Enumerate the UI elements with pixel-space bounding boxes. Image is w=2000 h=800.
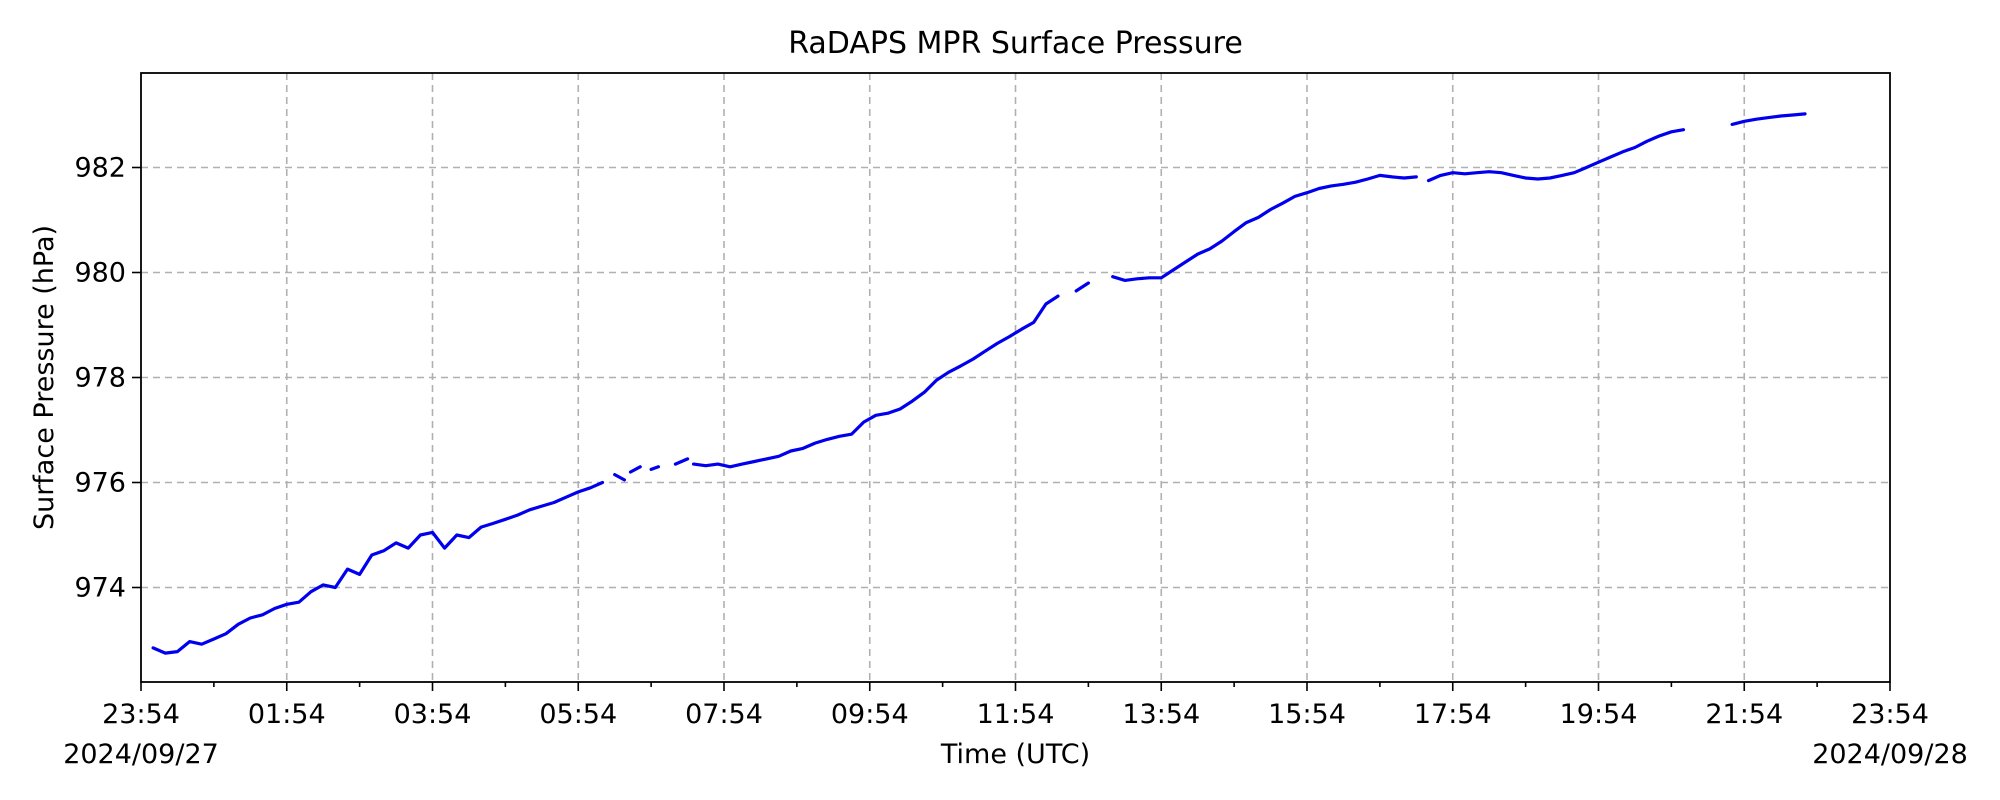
x-tick-label: 07:54 — [685, 699, 763, 730]
x-tick-label: 11:54 — [977, 699, 1055, 730]
series-line-segment — [673, 457, 690, 466]
y-tick-label: 974 — [74, 573, 126, 604]
series-line-segment — [1426, 128, 1686, 183]
x-tick-label: 13:54 — [1122, 699, 1200, 730]
tick-layer — [132, 166, 1891, 691]
x-tick-label: 23:54 — [1851, 699, 1929, 730]
series-line-segment — [1074, 281, 1090, 293]
grid-layer — [141, 73, 1890, 682]
y-tick-label: 976 — [74, 468, 126, 499]
chart-title: RaDAPS MPR Surface Pressure — [788, 26, 1243, 61]
series-line-segment — [649, 465, 660, 471]
x-tick-label: 15:54 — [1268, 699, 1346, 730]
series-line-segment — [151, 480, 605, 655]
series-line-segment — [613, 473, 626, 482]
x-tick-label: 05:54 — [539, 699, 617, 730]
x-tick-label: 19:54 — [1560, 699, 1638, 730]
y-tick-label: 978 — [74, 363, 126, 394]
x-tick-label: 09:54 — [831, 699, 909, 730]
date-end-label: 2024/09/28 — [1812, 739, 1968, 770]
x-tick-label: 23:54 — [102, 699, 180, 730]
series-line-segment — [692, 294, 1060, 469]
date-start-label: 2024/09/27 — [63, 739, 219, 770]
x-tick-label: 21:54 — [1705, 699, 1783, 730]
series-line-segment — [1730, 112, 1807, 126]
y-tick-label: 980 — [74, 258, 126, 289]
y-tick-label: 982 — [74, 153, 126, 184]
y-axis-label: Surface Pressure (hPa) — [29, 225, 60, 530]
x-tick-label: 01:54 — [248, 699, 326, 730]
x-tick-label: 17:54 — [1414, 699, 1492, 730]
series-line-segment — [628, 465, 642, 474]
series-line-segment — [1111, 173, 1418, 282]
x-axis-label: Time (UTC) — [940, 739, 1090, 770]
x-tick-label: 03:54 — [394, 699, 472, 730]
series-layer — [151, 112, 1807, 655]
